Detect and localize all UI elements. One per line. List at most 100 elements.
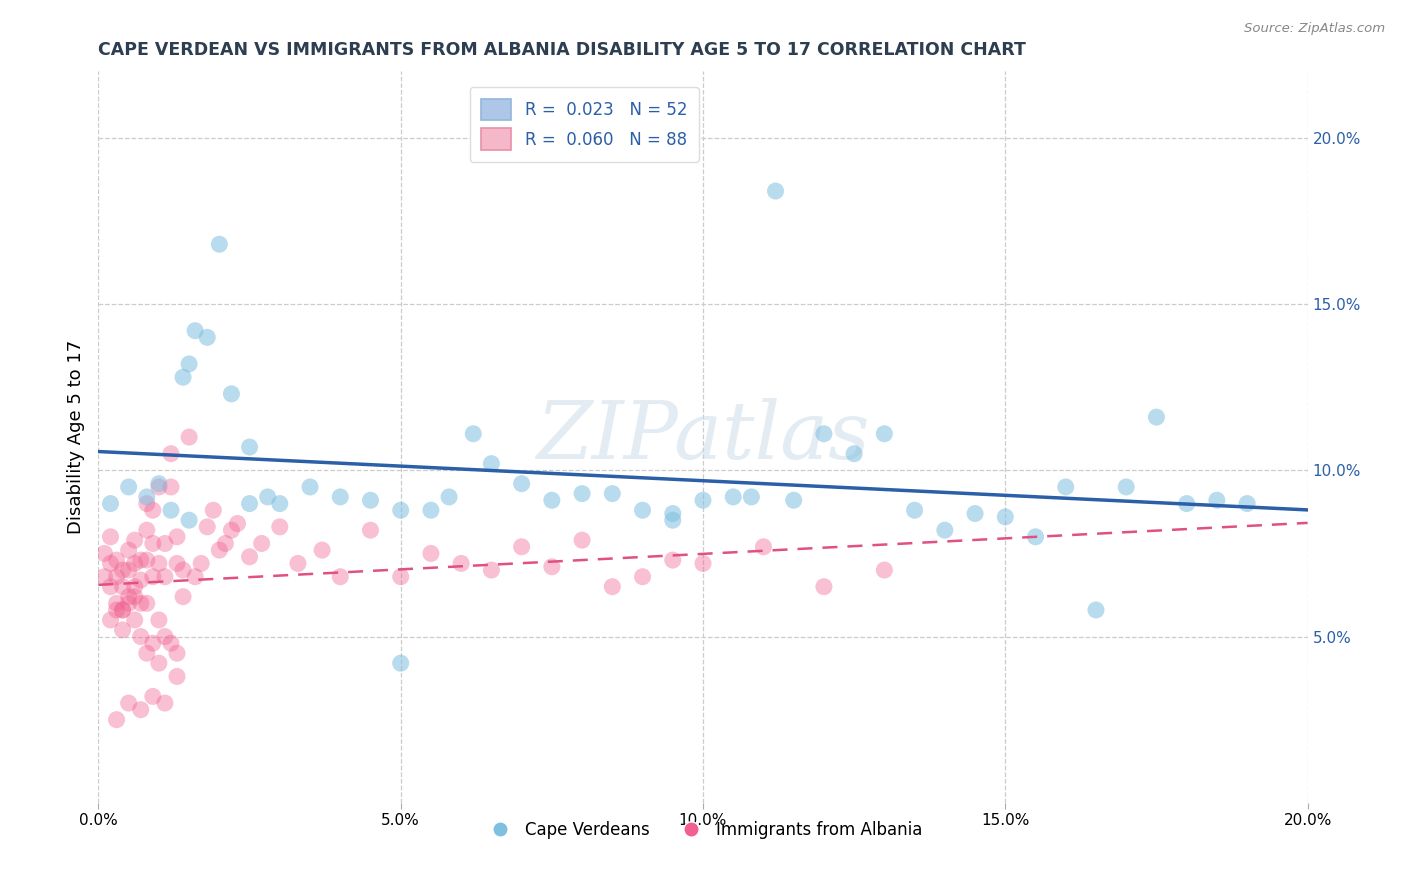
Point (105, 603, 128, 617)
Point (93, 570, 115, 584)
Point (208, 237, 231, 252)
Point (100, 557, 122, 571)
Point (389, 570, 412, 584)
Point (100, 530, 122, 544)
Point (723, 490, 745, 504)
Point (135, 596, 157, 610)
Point (510, 476, 533, 491)
Point (1175, 497, 1198, 511)
Point (661, 507, 683, 521)
Point (172, 370, 194, 384)
Point (239, 549, 262, 564)
Point (148, 557, 170, 571)
Point (172, 590, 194, 604)
Point (420, 546, 443, 560)
Point (602, 580, 624, 594)
Point (142, 636, 165, 650)
Text: CAPE VERDEAN VS IMMIGRANTS FROM ALBANIA DISABILITY AGE 5 TO 17 CORRELATION CHART: CAPE VERDEAN VS IMMIGRANTS FROM ALBANIA … (98, 41, 1026, 59)
Point (631, 503, 654, 517)
Point (250, 536, 273, 550)
Point (481, 457, 503, 471)
Point (111, 603, 134, 617)
Point (195, 330, 218, 344)
Point (1236, 497, 1258, 511)
Point (692, 557, 714, 571)
Point (93, 546, 115, 560)
Point (153, 570, 176, 584)
Point (142, 570, 165, 584)
Point (269, 497, 291, 511)
Point (118, 563, 141, 577)
Point (124, 580, 146, 594)
Point (1024, 530, 1046, 544)
Point (100, 613, 122, 627)
Point (118, 596, 141, 610)
Point (904, 503, 927, 517)
Point (135, 646, 157, 660)
Point (1144, 410, 1167, 425)
Point (148, 476, 170, 491)
Point (172, 563, 194, 577)
Point (740, 490, 762, 504)
Point (256, 490, 278, 504)
Point (311, 543, 333, 558)
Point (166, 669, 188, 683)
Point (184, 324, 207, 338)
Point (124, 613, 146, 627)
Text: Source: ZipAtlas.com: Source: ZipAtlas.com (1244, 22, 1385, 36)
Point (287, 557, 309, 571)
Point (873, 563, 896, 577)
Point (631, 570, 654, 584)
Point (105, 596, 128, 610)
Point (437, 490, 460, 504)
Point (129, 553, 152, 567)
Point (105, 553, 128, 567)
Point (124, 533, 146, 548)
Point (239, 440, 262, 454)
Point (450, 557, 472, 571)
Point (692, 493, 714, 508)
Point (118, 696, 141, 710)
Point (135, 490, 157, 504)
Point (571, 486, 593, 500)
Point (124, 590, 146, 604)
Point (389, 656, 412, 670)
Point (195, 520, 218, 534)
Point (299, 480, 322, 494)
Point (463, 426, 485, 441)
Point (661, 513, 683, 527)
Point (153, 696, 176, 710)
Point (142, 690, 165, 704)
Point (602, 486, 624, 500)
Point (214, 536, 236, 550)
Point (752, 540, 775, 554)
Point (179, 357, 201, 371)
Point (329, 570, 352, 584)
Point (844, 447, 866, 461)
Point (142, 536, 165, 550)
Point (783, 493, 806, 508)
Point (153, 630, 176, 644)
Point (166, 530, 188, 544)
Point (190, 557, 212, 571)
Point (135, 497, 157, 511)
Point (481, 563, 503, 577)
Point (111, 603, 134, 617)
Point (118, 480, 141, 494)
Point (1085, 603, 1108, 617)
Point (1054, 480, 1077, 494)
Point (142, 503, 165, 517)
Point (813, 426, 835, 441)
Point (934, 523, 956, 537)
Point (118, 590, 141, 604)
Point (124, 557, 146, 571)
Point (111, 563, 134, 577)
Point (148, 480, 170, 494)
Point (111, 580, 134, 594)
Point (160, 503, 183, 517)
Point (269, 520, 291, 534)
Point (105, 570, 128, 584)
Point (239, 497, 262, 511)
Point (100, 497, 122, 511)
Point (1206, 493, 1229, 508)
